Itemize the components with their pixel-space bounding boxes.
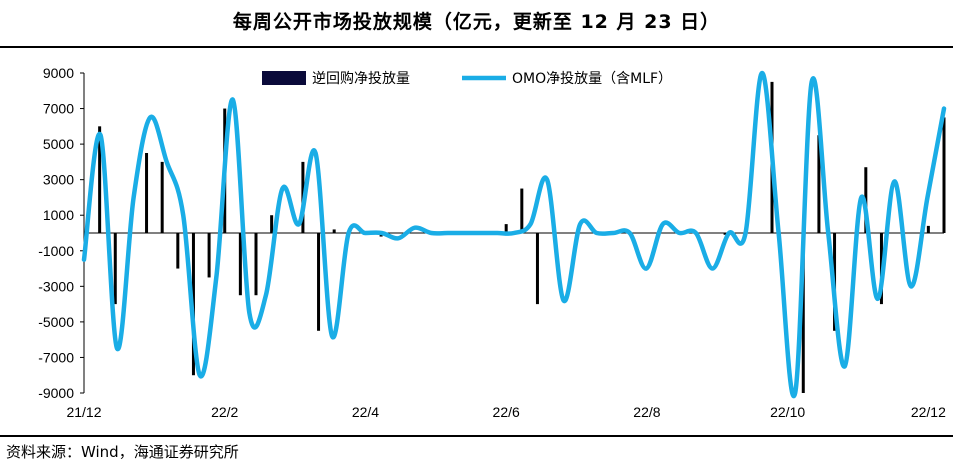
y-tick-label: -1000 bbox=[38, 243, 74, 259]
y-tick-label: 5000 bbox=[43, 136, 74, 152]
bar bbox=[160, 161, 164, 233]
chart-area: 9000 7000 5000 3000 1000 -1000 -3000 -5000 -7000… bbox=[38, 65, 947, 420]
bar bbox=[723, 233, 727, 235]
bar bbox=[145, 153, 149, 233]
bar bbox=[942, 117, 946, 233]
bar bbox=[238, 233, 242, 296]
x-tick-label: 22/10 bbox=[770, 404, 805, 420]
bar bbox=[926, 225, 930, 233]
bar bbox=[113, 233, 117, 305]
bar bbox=[207, 233, 211, 278]
legend-label-omo: OMO净投放量（含MLF） bbox=[512, 71, 672, 87]
omo-line bbox=[81, 70, 947, 399]
bar bbox=[317, 233, 321, 331]
bar bbox=[98, 126, 102, 233]
x-tick-label: 22/2 bbox=[211, 404, 238, 420]
y-tick-label: 7000 bbox=[43, 101, 74, 117]
bar bbox=[176, 233, 180, 269]
x-tick-label: 22/4 bbox=[352, 404, 379, 420]
y-tick-label: 1000 bbox=[43, 207, 74, 223]
y-tick-label: -3000 bbox=[38, 278, 74, 294]
source-note: 资料来源：Wind，海通证券研究所 bbox=[6, 443, 239, 461]
bar bbox=[504, 224, 508, 233]
x-tick-label: 22/8 bbox=[633, 404, 660, 420]
bar bbox=[801, 233, 805, 393]
top-divider bbox=[0, 46, 953, 48]
y-tick-label: 9000 bbox=[43, 65, 74, 81]
x-tick-label: 22/6 bbox=[493, 404, 520, 420]
legend-label-reverse-repo: 逆回购净投放量 bbox=[312, 71, 410, 87]
bar bbox=[535, 233, 539, 305]
chart-title: 每周公开市场投放规模（亿元，更新至 12 月 23 日） bbox=[232, 11, 721, 33]
bar bbox=[332, 229, 336, 233]
x-tick-label: 22/12 bbox=[911, 404, 946, 420]
x-tick-label: 21/12 bbox=[66, 404, 101, 420]
y-tick-label: -9000 bbox=[38, 385, 74, 401]
bar bbox=[254, 233, 258, 296]
legend-bar-swatch bbox=[262, 71, 306, 85]
y-tick-label: 3000 bbox=[43, 172, 74, 188]
bar bbox=[520, 188, 524, 233]
y-tick-label: -5000 bbox=[38, 314, 74, 330]
bar bbox=[270, 215, 274, 233]
bottom-divider bbox=[0, 435, 953, 437]
y-tick-label: -7000 bbox=[38, 349, 74, 365]
bar bbox=[817, 135, 821, 233]
